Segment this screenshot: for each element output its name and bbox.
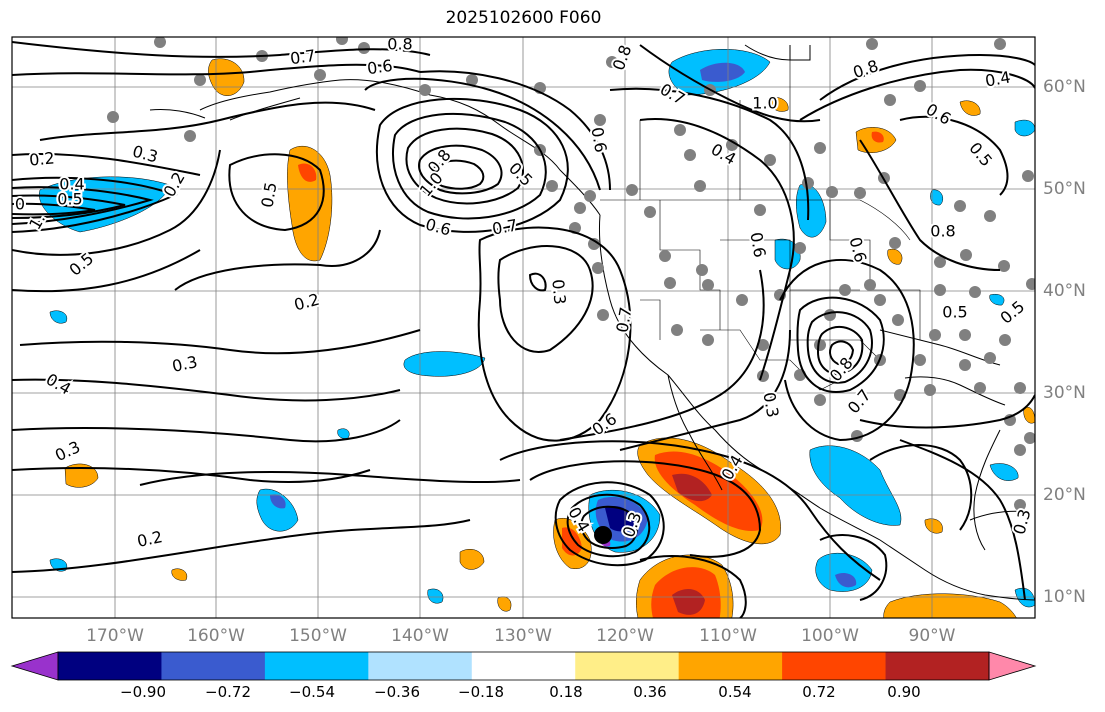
map-plot: 0.80.7 0.6 0.80.7 1.00.8 0.40.60.50.30.20.20…: [11, 35, 1036, 619]
station-markers: [107, 37, 1035, 511]
contour-label: 0.7: [289, 46, 317, 68]
lon-label: 120°W: [596, 626, 654, 646]
contour-label: 0.6: [366, 56, 394, 78]
colorbar-tick-label: 0.54: [718, 683, 752, 701]
contour-label: 0.4: [59, 175, 84, 194]
contour-lines: [12, 41, 1035, 618]
colorbar-segment: [678, 652, 783, 680]
lat-label: 50°N: [1043, 179, 1086, 199]
contour-label: 0.2: [28, 148, 55, 169]
colorbar-tick-label: −0.72: [205, 683, 251, 701]
colorbar-segment: [368, 652, 473, 680]
colorbar-segment: [58, 652, 162, 680]
colorbar-tick-label: 0.36: [633, 683, 667, 701]
colorbar-tick-label: −0.36: [374, 683, 420, 701]
colorbar-segment: [988, 651, 1037, 681]
colorbar-tick-label: −0.18: [458, 683, 504, 701]
lat-label: 20°N: [1043, 485, 1086, 505]
lon-label: 100°W: [801, 626, 859, 646]
colorbar-tick-label: 0.18: [549, 683, 583, 701]
colorbar-tick-label: 0.90: [887, 683, 921, 701]
contour-label: 1.0: [752, 94, 777, 113]
lon-label: 160°W: [187, 626, 245, 646]
lat-label: 30°N: [1043, 383, 1086, 403]
colorbar-outline: [57, 651, 990, 681]
colorbar: [10, 651, 1037, 681]
contour-label: 0.8: [387, 35, 412, 54]
map-frame: [11, 36, 1036, 619]
contour-label: 0.5: [942, 303, 967, 322]
colorbar-segment: [10, 651, 59, 681]
colorbar-tick-label: 0.72: [802, 683, 836, 701]
lon-label: 170°W: [86, 626, 144, 646]
lon-label: 110°W: [699, 626, 757, 646]
colorbar-segment: [885, 652, 990, 680]
contour-label: 0.3: [548, 278, 569, 305]
lon-label: 150°W: [289, 626, 347, 646]
lat-label: 40°N: [1043, 281, 1086, 301]
lat-label: 60°N: [1043, 77, 1086, 97]
colorbar-tick-label: −0.90: [120, 683, 166, 701]
lon-label: 130°W: [494, 626, 552, 646]
colorbar-tick-label: −0.54: [289, 683, 335, 701]
graticule: [12, 37, 1035, 618]
colorbar-segment: [161, 652, 266, 680]
lon-label: 90°W: [908, 626, 956, 646]
cyclone-center-marker: [594, 526, 612, 544]
colorbar-segment: [782, 652, 887, 680]
colorbar-segment: [264, 652, 369, 680]
contour-label: 0.5: [57, 190, 82, 209]
map-title: 2025102600 F060: [445, 8, 602, 28]
colorbar-segment: [471, 652, 576, 680]
contour-label: 0.3: [759, 391, 782, 419]
contour-label: 0.3: [170, 352, 199, 376]
lon-label: 140°W: [391, 626, 449, 646]
colorbar-segment: [575, 652, 680, 680]
contour-label: 0.8: [930, 222, 955, 241]
contour-label: 0: [15, 195, 25, 214]
lat-label: 10°N: [1043, 587, 1086, 607]
